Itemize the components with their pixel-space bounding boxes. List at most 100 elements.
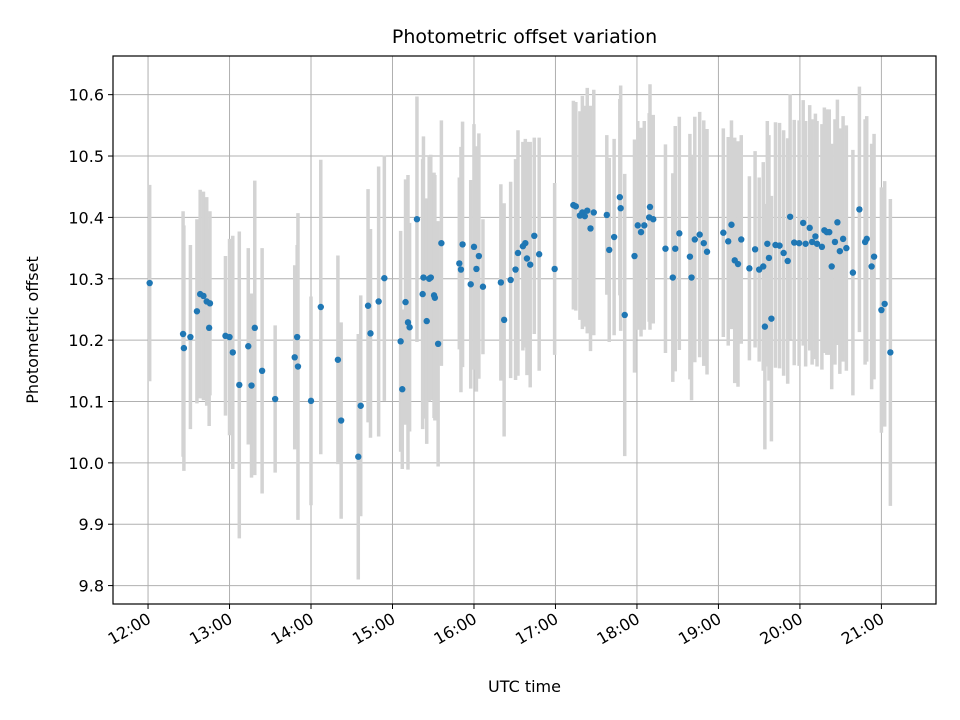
data-point — [631, 252, 638, 260]
data-point — [672, 245, 679, 252]
data-point — [317, 303, 324, 311]
data-point — [616, 193, 624, 201]
data-point — [760, 263, 767, 270]
y-tick-label: 10.0 — [68, 454, 104, 473]
data-point — [200, 292, 207, 300]
data-point — [746, 265, 753, 272]
data-point — [617, 204, 624, 212]
x-tick-label: 20:00 — [756, 609, 805, 649]
data-point — [334, 356, 342, 363]
data-point — [146, 279, 153, 287]
data-point — [802, 240, 809, 247]
data-point — [768, 315, 775, 322]
chart-title: Photometric offset variation — [392, 26, 657, 48]
data-point — [799, 219, 807, 227]
data-point — [849, 269, 857, 276]
data-point — [397, 338, 404, 345]
data-point — [776, 242, 783, 249]
data-point — [419, 290, 426, 298]
data-point — [863, 235, 870, 243]
data-point — [193, 308, 201, 315]
data-point — [686, 253, 694, 260]
data-point — [187, 333, 194, 341]
y-tick-label: 9.9 — [79, 515, 104, 534]
data-points — [146, 193, 894, 460]
data-point — [818, 243, 826, 251]
data-point — [703, 248, 711, 255]
y-tick-label: 10.1 — [68, 392, 104, 411]
x-tick-label: 19:00 — [675, 609, 724, 649]
data-point — [245, 343, 252, 350]
data-point — [590, 209, 597, 216]
data-point — [581, 212, 588, 220]
data-point — [367, 330, 374, 337]
data-point — [375, 298, 382, 305]
data-point — [337, 417, 345, 424]
x-axis-label: UTC time — [488, 677, 561, 696]
data-point — [406, 324, 413, 331]
y-tick-label: 10.4 — [68, 208, 104, 227]
data-point — [603, 211, 610, 219]
x-tick-label: 21:00 — [838, 609, 887, 649]
data-point — [828, 263, 835, 270]
data-point — [535, 251, 543, 258]
data-point — [662, 245, 669, 252]
plot-frame — [112, 55, 937, 605]
y-axis-ticks: 9.8 9.9 10.0 10.1 10.2 10.3 10.4 10.5 10.6 — [68, 86, 113, 596]
data-point — [734, 260, 742, 268]
data-point — [606, 246, 613, 254]
error-bars — [147, 84, 893, 580]
data-point — [427, 274, 434, 281]
data-point — [523, 255, 531, 262]
data-point — [467, 281, 474, 288]
data-point — [834, 219, 841, 226]
data-point — [720, 229, 727, 236]
data-point — [527, 261, 534, 268]
y-tick-label: 10.6 — [68, 86, 104, 105]
data-point — [696, 231, 703, 238]
data-point — [470, 243, 478, 251]
x-tick-label: 17:00 — [512, 609, 561, 649]
data-point — [291, 354, 298, 361]
data-point — [826, 228, 833, 236]
data-point — [402, 298, 409, 306]
data-point — [806, 224, 813, 232]
y-tick-label: 10.3 — [68, 270, 104, 289]
data-point — [881, 300, 888, 308]
data-point — [399, 386, 406, 393]
data-point — [584, 207, 591, 214]
data-point — [572, 203, 580, 210]
data-point — [248, 382, 255, 389]
data-point — [457, 266, 465, 273]
data-point — [650, 216, 657, 223]
data-point — [459, 241, 466, 248]
data-point — [641, 222, 648, 229]
data-point — [784, 257, 791, 265]
data-point — [226, 333, 233, 341]
data-point — [180, 344, 188, 352]
data-point — [271, 395, 279, 403]
data-point — [438, 239, 445, 247]
data-point — [251, 324, 258, 332]
data-point — [475, 252, 483, 260]
data-point — [258, 367, 266, 375]
x-tick-label: 16:00 — [431, 609, 480, 649]
data-point — [610, 233, 618, 241]
data-point — [423, 317, 430, 325]
data-point — [634, 222, 641, 229]
data-point — [205, 324, 213, 332]
data-point — [431, 294, 439, 301]
y-axis-label: Photometric offset — [23, 256, 42, 404]
data-point — [765, 254, 773, 262]
data-point — [795, 239, 803, 247]
data-point — [637, 228, 645, 236]
x-axis-ticks: 12:00 13:00 14:00 15:00 16:00 17:00 18:00 19:00… — [105, 604, 887, 649]
data-point — [229, 349, 236, 356]
data-point — [728, 221, 735, 228]
data-point — [364, 302, 372, 309]
data-point — [843, 244, 850, 252]
data-point — [887, 349, 894, 356]
data-point — [294, 363, 302, 370]
data-point — [512, 266, 519, 273]
